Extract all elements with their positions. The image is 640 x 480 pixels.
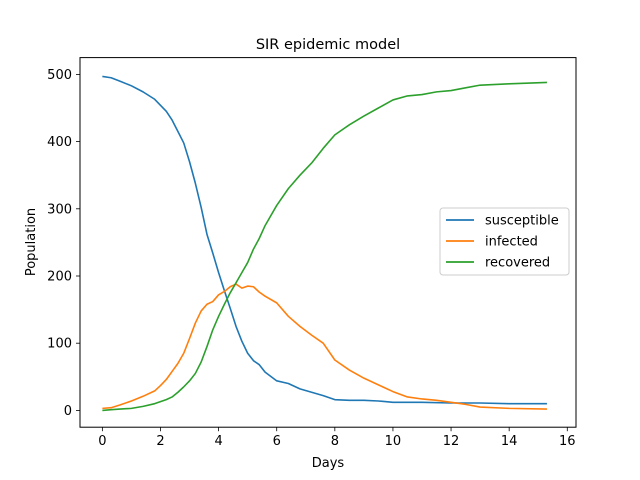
y-tick-label: 300 [47,202,72,217]
x-tick-label: 12 [443,434,460,449]
y-tick-label: 400 [47,135,72,150]
y-tick-label: 200 [47,270,72,285]
y-tick-label: 100 [47,337,72,352]
x-tick-label: 2 [156,434,164,449]
y-tick-label: 0 [64,404,72,419]
legend-box [439,207,570,276]
x-axis-label: Days [312,456,345,471]
y-axis: 0 100 200 300 400 500 [47,68,80,419]
legend: susceptible infected recovered [439,207,570,276]
legend-label-recovered: recovered [485,256,550,271]
legend-label-susceptible: susceptible [485,214,559,229]
chart-title: SIR epidemic model [256,37,400,53]
y-axis-label: Population [24,208,39,276]
y-tick-label: 500 [47,68,72,83]
x-tick-label: 10 [385,434,402,449]
x-tick-label: 8 [331,434,339,449]
x-tick-label: 4 [214,434,222,449]
x-tick-label: 16 [559,434,576,449]
x-tick-label: 0 [98,434,106,449]
series-line-recovered [102,81,547,412]
plot-frame [79,57,577,428]
legend-label-infected: infected [485,235,538,250]
plot-lines [102,75,547,412]
x-axis: 0 2 4 6 8 10 12 14 16 [98,427,576,449]
series-line-infected [102,283,547,410]
series-line-susceptible [102,75,547,405]
x-tick-label: 6 [273,434,281,449]
x-tick-label: 14 [501,434,518,449]
